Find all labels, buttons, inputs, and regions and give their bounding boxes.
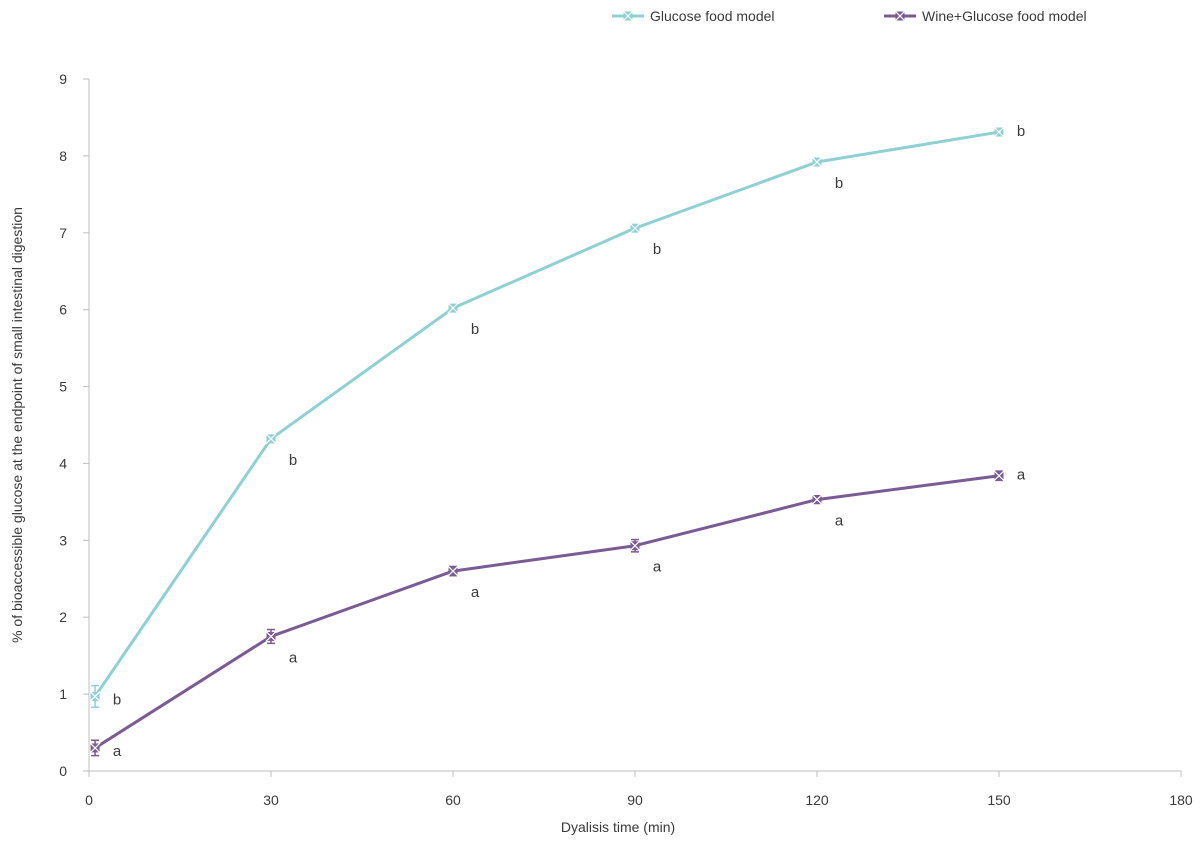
legend: Glucose food model Wine+Glucose food mode… (612, 8, 1087, 24)
significance-label: a (471, 584, 480, 601)
x-tick-label: 180 (1169, 792, 1193, 808)
data-point-x2 (993, 470, 1005, 482)
x-tick-label: 30 (263, 792, 279, 808)
data-point-x2 (447, 565, 459, 577)
significance-label: a (289, 649, 298, 666)
data-point-x2 (993, 126, 1005, 138)
y-tick-label: 8 (59, 148, 67, 164)
y-tick-label: 6 (59, 302, 67, 318)
data-point (447, 565, 459, 577)
significance-label: b (113, 691, 121, 708)
y-tick-label: 2 (59, 609, 67, 625)
x-tick-label: 150 (987, 792, 1011, 808)
significance-label: a (653, 559, 662, 576)
y-tick-label: 3 (59, 532, 67, 548)
data-point (993, 470, 1005, 482)
x-tick-label: 90 (627, 792, 643, 808)
legend-swatch-marker (894, 10, 906, 22)
y-tick-label: 0 (59, 763, 67, 779)
significance-label: a (835, 513, 844, 530)
significance-label: a (1017, 467, 1026, 484)
significance-label: b (471, 321, 479, 338)
data-point-x2 (447, 302, 459, 314)
series-layer: b b b b b b a a a a a a (89, 123, 1026, 760)
data-point (629, 540, 641, 552)
legend-item-1: Glucose food model (612, 8, 775, 24)
y-tick-label: 4 (59, 455, 67, 471)
data-point-x2 (811, 494, 823, 506)
legend-swatch-marker-x2 (894, 10, 906, 22)
data-point (89, 742, 101, 754)
x-tick-label: 120 (805, 792, 829, 808)
data-point-x2 (629, 540, 641, 552)
data-point (993, 126, 1005, 138)
data-point (811, 494, 823, 506)
data-point (265, 631, 277, 642)
data-point (89, 690, 101, 702)
data-point-x2 (629, 222, 641, 234)
series-2: a a a a a a (89, 467, 1026, 760)
y-tick-label: 1 (59, 686, 67, 702)
y-tick-label: 9 (59, 71, 67, 87)
data-point (629, 222, 641, 234)
data-point-x2 (265, 433, 277, 445)
x-tick-label: 60 (445, 792, 461, 808)
x-axis-title: Dyalisis time (min) (561, 819, 675, 835)
y-axis-title: % of bioaccessible glucose at the endpoi… (9, 207, 25, 643)
data-point-x2 (265, 631, 277, 642)
significance-label: b (289, 452, 297, 469)
legend-label: Wine+Glucose food model (922, 8, 1087, 24)
legend-label: Glucose food model (650, 8, 775, 24)
data-point (265, 433, 277, 445)
data-point (811, 156, 823, 168)
significance-label: b (653, 241, 661, 258)
significance-label: b (1017, 123, 1025, 140)
x-tick-label: 0 (85, 792, 93, 808)
data-point-x2 (811, 156, 823, 168)
series-1: b b b b b b (89, 123, 1025, 708)
data-point-x2 (89, 742, 101, 754)
legend-swatch-marker (622, 10, 634, 22)
significance-label: b (835, 175, 843, 192)
data-point (447, 302, 459, 314)
significance-label: a (113, 743, 122, 760)
series-line (94, 474, 1000, 750)
legend-swatch-marker-x2 (622, 10, 634, 22)
series-line (93, 130, 1000, 698)
y-tick-label: 5 (59, 379, 67, 395)
data-point-x2 (89, 690, 101, 702)
y-tick-label: 7 (59, 225, 67, 241)
legend-item-2: Wine+Glucose food model (884, 8, 1087, 24)
